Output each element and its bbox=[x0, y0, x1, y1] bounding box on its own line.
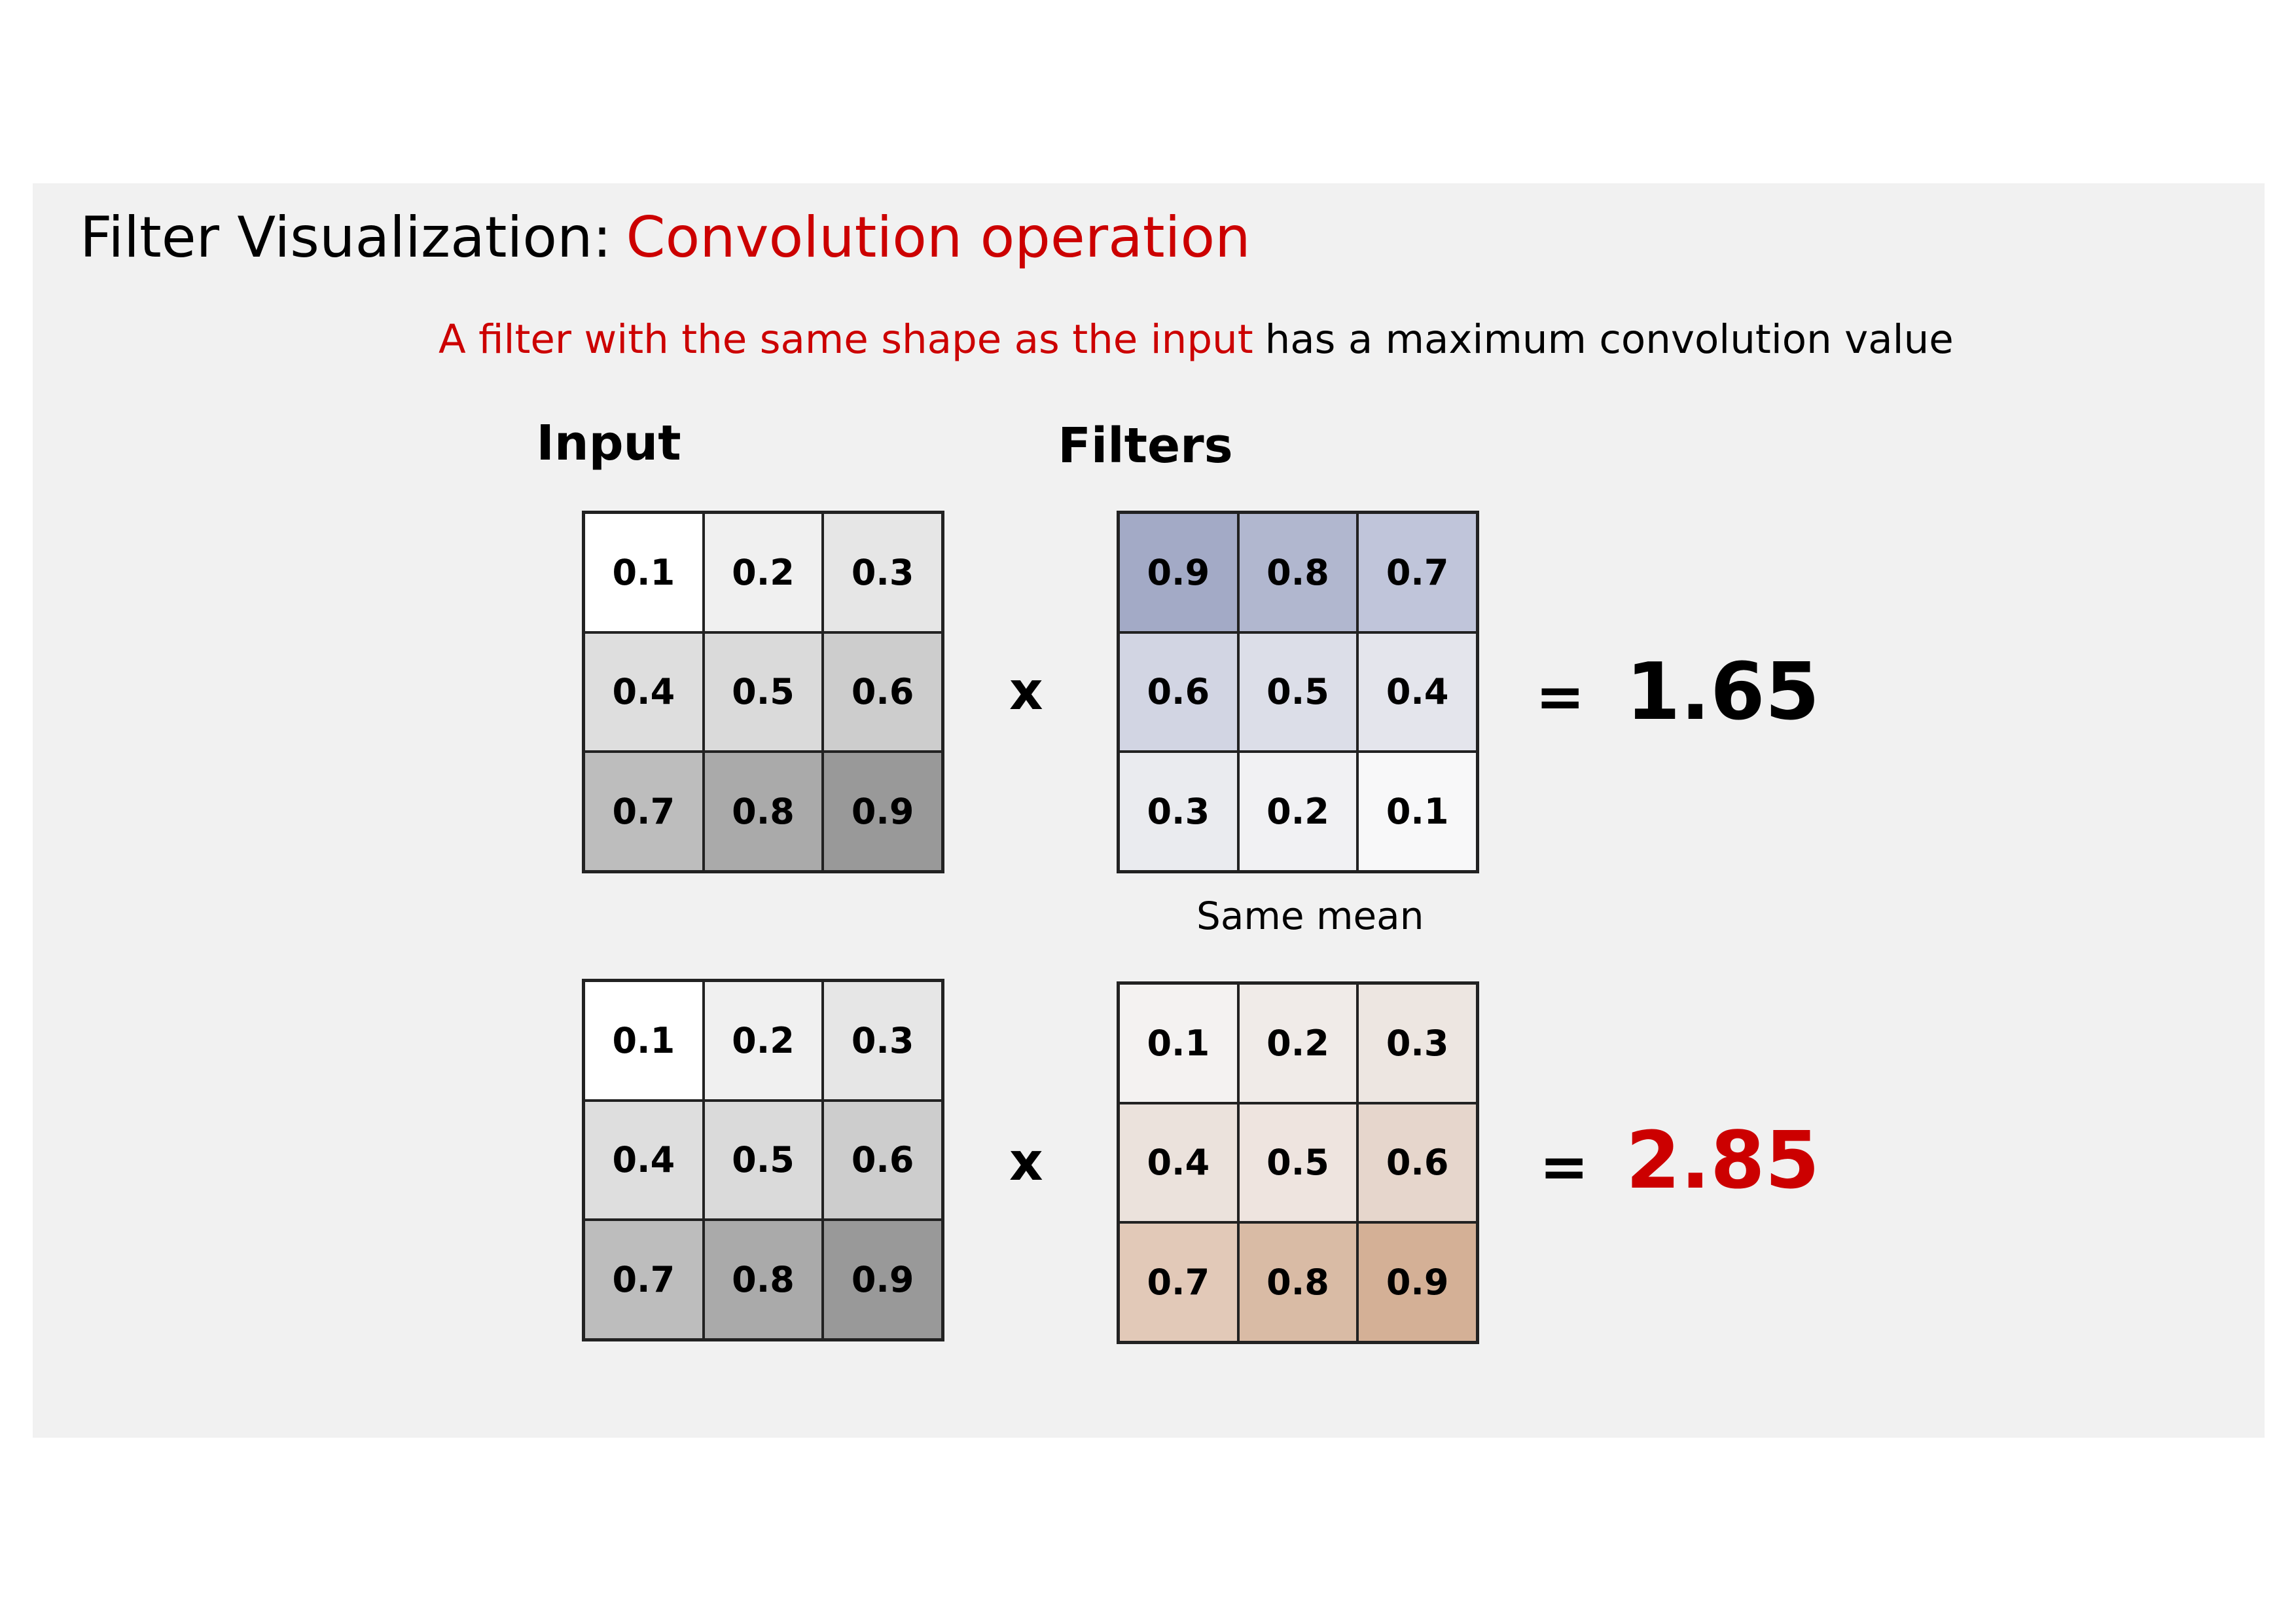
filter-cell: 0.5 bbox=[1238, 632, 1358, 752]
same-mean-label: Same mean bbox=[1196, 894, 1424, 938]
input-grid-row-1: 0.1 0.2 0.3 0.4 0.5 0.6 0.7 0.8 0.9 bbox=[582, 511, 944, 873]
input-cell: 0.3 bbox=[823, 981, 942, 1101]
input-cell: 0.2 bbox=[703, 513, 823, 632]
filter-cell: 0.1 bbox=[1357, 752, 1477, 871]
subtitle-rest: has a maximum convolution value bbox=[1265, 316, 1954, 363]
filter-cell: 0.9 bbox=[1357, 1222, 1477, 1342]
input-cell: 0.8 bbox=[703, 752, 823, 871]
equals-sign-row-1: = bbox=[1535, 663, 1585, 731]
input-heading: Input bbox=[536, 415, 681, 471]
filter-cell: 0.6 bbox=[1119, 632, 1238, 752]
input-grid-row-2: 0.1 0.2 0.3 0.4 0.5 0.6 0.7 0.8 0.9 bbox=[582, 979, 944, 1341]
input-cell: 0.3 bbox=[823, 513, 942, 632]
filter-cell: 0.8 bbox=[1238, 1222, 1358, 1342]
filter-grid-row-1: 0.9 0.8 0.7 0.6 0.5 0.4 0.3 0.2 0.1 bbox=[1117, 511, 1479, 873]
input-cell: 0.5 bbox=[703, 632, 823, 752]
subtitle-highlight: A filter with the same shape as the inpu… bbox=[439, 316, 1253, 363]
filter-cell: 0.3 bbox=[1119, 752, 1238, 871]
filter-grid-row-2: 0.1 0.2 0.3 0.4 0.5 0.6 0.7 0.8 0.9 bbox=[1117, 981, 1479, 1344]
filter-cell: 0.7 bbox=[1119, 1222, 1238, 1342]
input-cell: 0.9 bbox=[823, 752, 942, 871]
input-cell: 0.6 bbox=[823, 1100, 942, 1220]
input-cell: 0.4 bbox=[584, 632, 704, 752]
filter-cell: 0.2 bbox=[1238, 983, 1358, 1103]
title-part-2: Convolution operation bbox=[626, 205, 1251, 270]
filter-cell: 0.9 bbox=[1119, 513, 1238, 632]
equals-sign-row-2: = bbox=[1539, 1133, 1589, 1201]
input-cell: 0.7 bbox=[584, 752, 704, 871]
filter-cell: 0.3 bbox=[1357, 983, 1477, 1103]
multiply-sign-row-1: x bbox=[1009, 661, 1043, 721]
filter-cell: 0.7 bbox=[1357, 513, 1477, 632]
slide-panel: Filter Visualization: Convolution operati… bbox=[33, 183, 2265, 1438]
multiply-sign-row-2: x bbox=[1009, 1131, 1043, 1192]
result-row-2: 2.85 bbox=[1626, 1116, 1820, 1207]
filter-cell: 0.5 bbox=[1238, 1103, 1358, 1223]
slide-title: Filter Visualization: Convolution operati… bbox=[80, 210, 1251, 266]
filter-cell: 0.1 bbox=[1119, 983, 1238, 1103]
filter-cell: 0.4 bbox=[1357, 632, 1477, 752]
input-cell: 0.1 bbox=[584, 981, 704, 1101]
filter-cell: 0.8 bbox=[1238, 513, 1358, 632]
input-cell: 0.6 bbox=[823, 632, 942, 752]
filter-cell: 0.6 bbox=[1357, 1103, 1477, 1223]
input-cell: 0.1 bbox=[584, 513, 704, 632]
slide-subtitle: A filter with the same shape as the inpu… bbox=[439, 319, 1954, 359]
result-row-1: 1.65 bbox=[1626, 647, 1820, 738]
input-cell: 0.5 bbox=[703, 1100, 823, 1220]
input-cell: 0.8 bbox=[703, 1220, 823, 1340]
filter-cell: 0.2 bbox=[1238, 752, 1358, 871]
input-cell: 0.7 bbox=[584, 1220, 704, 1340]
input-cell: 0.2 bbox=[703, 981, 823, 1101]
title-part-1: Filter Visualization: bbox=[80, 205, 612, 270]
filter-cell: 0.4 bbox=[1119, 1103, 1238, 1223]
input-cell: 0.9 bbox=[823, 1220, 942, 1340]
input-cell: 0.4 bbox=[584, 1100, 704, 1220]
filters-heading: Filters bbox=[1058, 418, 1233, 474]
